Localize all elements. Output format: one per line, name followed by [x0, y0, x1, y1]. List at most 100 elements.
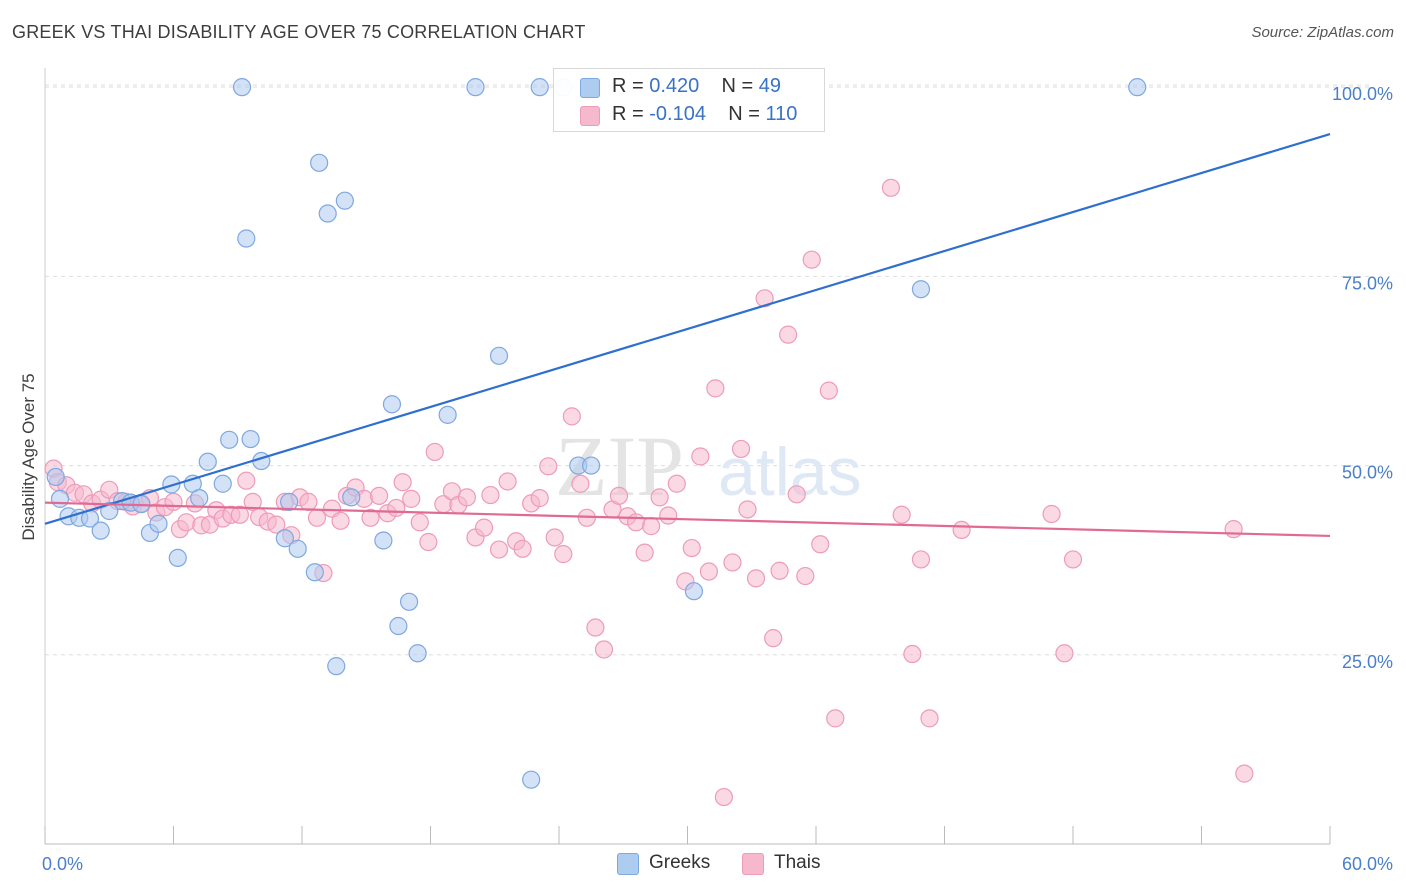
- thais-point-15: [164, 492, 183, 511]
- thais-point-108: [1063, 550, 1083, 569]
- greeks-point-38: [466, 78, 485, 97]
- greeks-point-30: [335, 191, 354, 210]
- thais-point-84: [706, 379, 725, 398]
- thais-point-78: [659, 506, 678, 525]
- thais-point-63: [539, 457, 558, 476]
- thais-point-87: [731, 439, 751, 459]
- greeks-point-13: [168, 548, 187, 568]
- y-tick-label-50: 50.0%: [1342, 463, 1393, 483]
- greeks-point-25: [288, 539, 307, 558]
- thais-point-110: [1235, 764, 1254, 783]
- thais-point-101: [892, 505, 911, 524]
- thais-point-97: [811, 535, 830, 554]
- series-legend: Greeks Thais: [0, 851, 1406, 879]
- thais-point-91: [764, 629, 783, 648]
- greeks-point-24: [280, 492, 299, 511]
- thais-point-69: [586, 618, 605, 637]
- thais-point-65: [554, 545, 573, 564]
- legend-n-value-greeks: 49: [758, 75, 782, 97]
- thais-point-26: [243, 492, 262, 511]
- thais-point-82: [691, 447, 710, 466]
- legend-label-greeks: Greeks: [649, 852, 711, 873]
- thais-point-56: [481, 485, 500, 505]
- thais-point-64: [545, 528, 564, 547]
- thais-point-83: [699, 562, 719, 581]
- greeks-point-35: [399, 592, 419, 611]
- thais-point-74: [626, 513, 646, 532]
- greeks-point-33: [382, 395, 402, 414]
- thais-point-76: [641, 517, 661, 536]
- thais-point-79: [667, 474, 686, 493]
- greeks-point-5: [91, 521, 110, 540]
- greeks-point-48: [1128, 78, 1147, 97]
- legend-r-label-greeks: R =: [612, 75, 650, 97]
- thais-point-67: [571, 474, 590, 493]
- greeks-point-0: [46, 467, 65, 487]
- thais-point-81: [682, 538, 701, 558]
- thais-point-37: [331, 511, 350, 530]
- greeks-point-26: [305, 563, 324, 582]
- legend-n-label-thais: N =: [728, 103, 766, 125]
- thais-point-75: [635, 543, 654, 562]
- greeks-point-41: [530, 78, 549, 97]
- greeks-point-28: [318, 204, 337, 223]
- greeks-point-19: [232, 78, 252, 97]
- legend-r-value-greeks: 0.420: [649, 75, 700, 97]
- greeks-point-18: [220, 430, 239, 449]
- x-tick-label-max: 60.0%: [1342, 854, 1393, 874]
- legend-n-label-greeks: N =: [721, 75, 759, 97]
- greeks-point-21: [241, 429, 260, 449]
- greeks-point-1: [50, 489, 70, 508]
- thais-point-96: [802, 250, 821, 269]
- thais-point-17: [177, 513, 196, 532]
- thais-point-62: [530, 489, 549, 508]
- legend-swatch-greeks: [580, 78, 600, 98]
- greeks-point-31: [342, 488, 361, 507]
- thais-point-94: [787, 485, 806, 504]
- thais-point-53: [457, 488, 477, 507]
- thais-point-90: [755, 289, 774, 308]
- legend-label-thais: Thais: [774, 852, 821, 873]
- axes: [44, 68, 1331, 845]
- greeks-point-40: [522, 770, 541, 789]
- greeks-point-36: [408, 644, 427, 663]
- thais-point-41: [361, 508, 380, 527]
- greeks-point-47: [911, 280, 931, 299]
- thais-point-46: [402, 489, 421, 508]
- thais-point-57: [489, 540, 509, 559]
- greeks-point-16: [198, 452, 217, 471]
- thais-point-93: [779, 325, 798, 344]
- thais-point-66: [562, 407, 581, 426]
- thais-point-85: [714, 787, 734, 807]
- thais-point-34: [307, 508, 327, 527]
- thais-point-70: [594, 640, 614, 659]
- greeks-point-45: [684, 582, 704, 601]
- thais-point-60: [513, 539, 532, 558]
- thais-point-99: [826, 709, 845, 728]
- thais-point-42: [370, 486, 389, 505]
- thais-point-72: [609, 486, 629, 505]
- thais-trend-line: [44, 501, 1331, 538]
- legend-n-value-thais: 110: [765, 103, 798, 125]
- correlation-legend: R = 0.420 N = 49 R = -0.104 N = 110: [553, 68, 825, 132]
- greeks-point-11: [149, 514, 168, 533]
- greeks-point-37: [438, 405, 457, 424]
- greeks-point-20: [237, 229, 256, 248]
- thais-point-48: [419, 532, 438, 552]
- thais-point-95: [796, 566, 815, 586]
- legend-swatch-thais: [580, 106, 600, 126]
- thais-point-105: [952, 520, 971, 540]
- greeks-point-23: [275, 529, 294, 548]
- thais-point-47: [410, 513, 429, 532]
- y-axis-title: Disability Age Over 75: [19, 373, 38, 540]
- thais-point-89: [746, 569, 766, 588]
- thais-point-49: [425, 442, 444, 462]
- thais-point-100: [881, 178, 901, 197]
- thais-point-107: [1055, 644, 1074, 663]
- legend-key-thais: [742, 853, 764, 875]
- thais-point-109: [1224, 520, 1243, 539]
- greeks-point-29: [327, 657, 346, 676]
- thais-point-58: [498, 472, 517, 491]
- thais-point-103: [911, 550, 931, 569]
- y-tick-label-100: 100.0%: [1332, 84, 1393, 104]
